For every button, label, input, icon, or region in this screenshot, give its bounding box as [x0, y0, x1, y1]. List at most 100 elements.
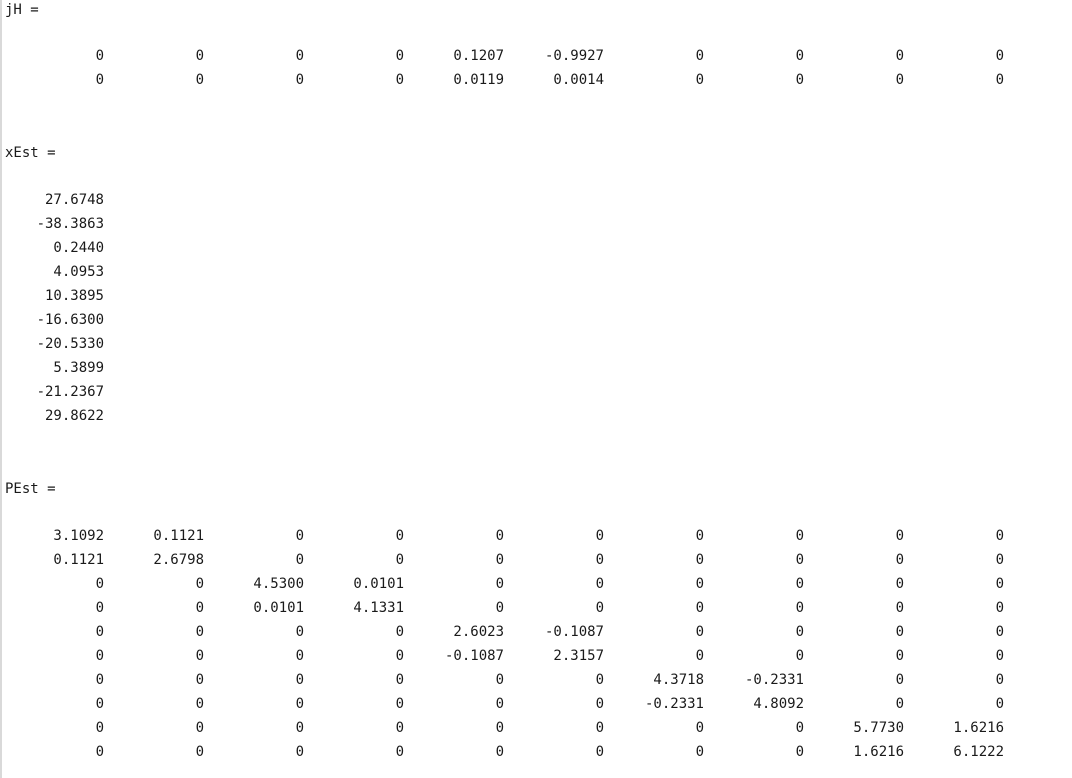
matrix-cell: 0 — [195, 624, 204, 640]
matrix-cell: 0 — [195, 48, 204, 64]
matrix-cell: 0 — [295, 696, 304, 712]
matrix-cell: 0 — [795, 552, 804, 568]
matrix-cell: 0.0101 — [353, 576, 404, 592]
matrix-cell: 0 — [395, 48, 404, 64]
matrix-cell: 0 — [895, 600, 904, 616]
matrix-cell: 0 — [495, 720, 504, 736]
matrix-cell: 0 — [295, 72, 304, 88]
matrix-cell: 0 — [895, 672, 904, 688]
matrix-cell: -20.5330 — [36, 336, 104, 352]
matrix-cell: 0 — [795, 528, 804, 544]
matrix-cell: 0.1121 — [153, 528, 204, 544]
matrix-cell: 0 — [495, 576, 504, 592]
matrix-cell: -0.9927 — [544, 48, 604, 64]
matrix-cell: 0 — [995, 672, 1004, 688]
matrix-cell: 0 — [695, 576, 704, 592]
matrix-cell: -0.2331 — [644, 696, 704, 712]
matrix-cell: 0 — [195, 648, 204, 664]
matrix-cell: -38.3863 — [36, 216, 104, 232]
variable-label-xEst: xEst = — [5, 145, 56, 161]
matrix-cell: 0 — [295, 48, 304, 64]
matrix-cell: 0 — [395, 696, 404, 712]
matrix-cell: 0 — [995, 48, 1004, 64]
matrix-cell: 1.6216 — [853, 744, 904, 760]
matrix-cell: 0 — [295, 624, 304, 640]
matrix-cell: 0 — [95, 72, 104, 88]
matrix-cell: 0 — [795, 624, 804, 640]
matrix-cell: 0 — [595, 576, 604, 592]
matrix-cell: -0.2331 — [744, 672, 804, 688]
matrix-cell: 0 — [695, 720, 704, 736]
matrix-cell: 0 — [295, 552, 304, 568]
matrix-cell: 5.7730 — [853, 720, 904, 736]
matrix-cell: 0 — [795, 48, 804, 64]
matrix-cell: 0 — [95, 696, 104, 712]
matrix-cell: 0 — [395, 552, 404, 568]
matrix-cell: 0 — [995, 600, 1004, 616]
matrix-cell: 0 — [595, 600, 604, 616]
matrix-cell: 0 — [95, 720, 104, 736]
matrix-cell: 0 — [195, 576, 204, 592]
matrix-cell: 0 — [595, 528, 604, 544]
matrix-cell: 2.3157 — [553, 648, 604, 664]
matrix-cell: 0 — [695, 600, 704, 616]
matrix-cell: 0 — [95, 624, 104, 640]
matrix-cell: 0 — [95, 672, 104, 688]
matrix-cell: 0 — [695, 528, 704, 544]
matrix-cell: -0.1087 — [444, 648, 504, 664]
matrix-cell: 0.0119 — [453, 72, 504, 88]
matrix-cell: 4.5300 — [253, 576, 304, 592]
matrix-cell: 0 — [995, 624, 1004, 640]
matrix-cell: 4.1331 — [353, 600, 404, 616]
matrix-cell: 0 — [395, 528, 404, 544]
matrix-cell: 0 — [895, 624, 904, 640]
matrix-cell: 0 — [595, 720, 604, 736]
matrix-cell: 0 — [995, 648, 1004, 664]
matrix-cell: 0 — [695, 552, 704, 568]
matrix-cell: 0 — [295, 528, 304, 544]
matrix-cell: 0 — [895, 648, 904, 664]
matrix-cell: 0 — [395, 72, 404, 88]
matrix-cell: 0.1121 — [53, 552, 104, 568]
matrix-cell: 0 — [295, 720, 304, 736]
matrix-cell: 1.6216 — [953, 720, 1004, 736]
matrix-cell: 0 — [495, 744, 504, 760]
matrix-cell: 0 — [195, 672, 204, 688]
matrix-cell: 0 — [695, 744, 704, 760]
matrix-cell: 0 — [695, 648, 704, 664]
matrix-cell: 0 — [995, 72, 1004, 88]
matrix-cell: 0 — [895, 48, 904, 64]
matrix-cell: 0 — [795, 600, 804, 616]
matrix-cell: 0 — [495, 552, 504, 568]
matrix-cell: 2.6798 — [153, 552, 204, 568]
matrix-cell: 0 — [595, 672, 604, 688]
matrix-cell: 0 — [95, 648, 104, 664]
matrix-cell: 0 — [995, 552, 1004, 568]
matrix-cell: 0 — [895, 552, 904, 568]
matrix-cell: 0 — [895, 528, 904, 544]
matrix-cell: 0 — [795, 720, 804, 736]
matrix-cell: 0 — [795, 72, 804, 88]
matrix-cell: 0 — [395, 744, 404, 760]
matrix-cell: 0 — [495, 672, 504, 688]
matrix-cell: 0 — [95, 576, 104, 592]
matrix-cell: 29.8622 — [44, 408, 104, 424]
matrix-cell: 0 — [295, 648, 304, 664]
matrix-cell: 0 — [395, 624, 404, 640]
matrix-cell: 0.0101 — [253, 600, 304, 616]
matrix-cell: 4.0953 — [53, 264, 104, 280]
matrix-cell: 0 — [195, 696, 204, 712]
matrix-cell: 0 — [195, 720, 204, 736]
variable-label-PEst: PEst = — [5, 481, 56, 497]
matrix-cell: 0 — [595, 552, 604, 568]
matrix-cell: -0.1087 — [544, 624, 604, 640]
matrix-cell: 0 — [195, 72, 204, 88]
matrix-cell: 0 — [395, 648, 404, 664]
matrix-cell: 2.6023 — [453, 624, 504, 640]
matrix-cell: 0 — [895, 72, 904, 88]
matrix-cell: 0 — [95, 48, 104, 64]
matrix-cell: 0 — [295, 672, 304, 688]
matrix-cell: 0 — [495, 696, 504, 712]
matrix-cell: 0.1207 — [453, 48, 504, 64]
